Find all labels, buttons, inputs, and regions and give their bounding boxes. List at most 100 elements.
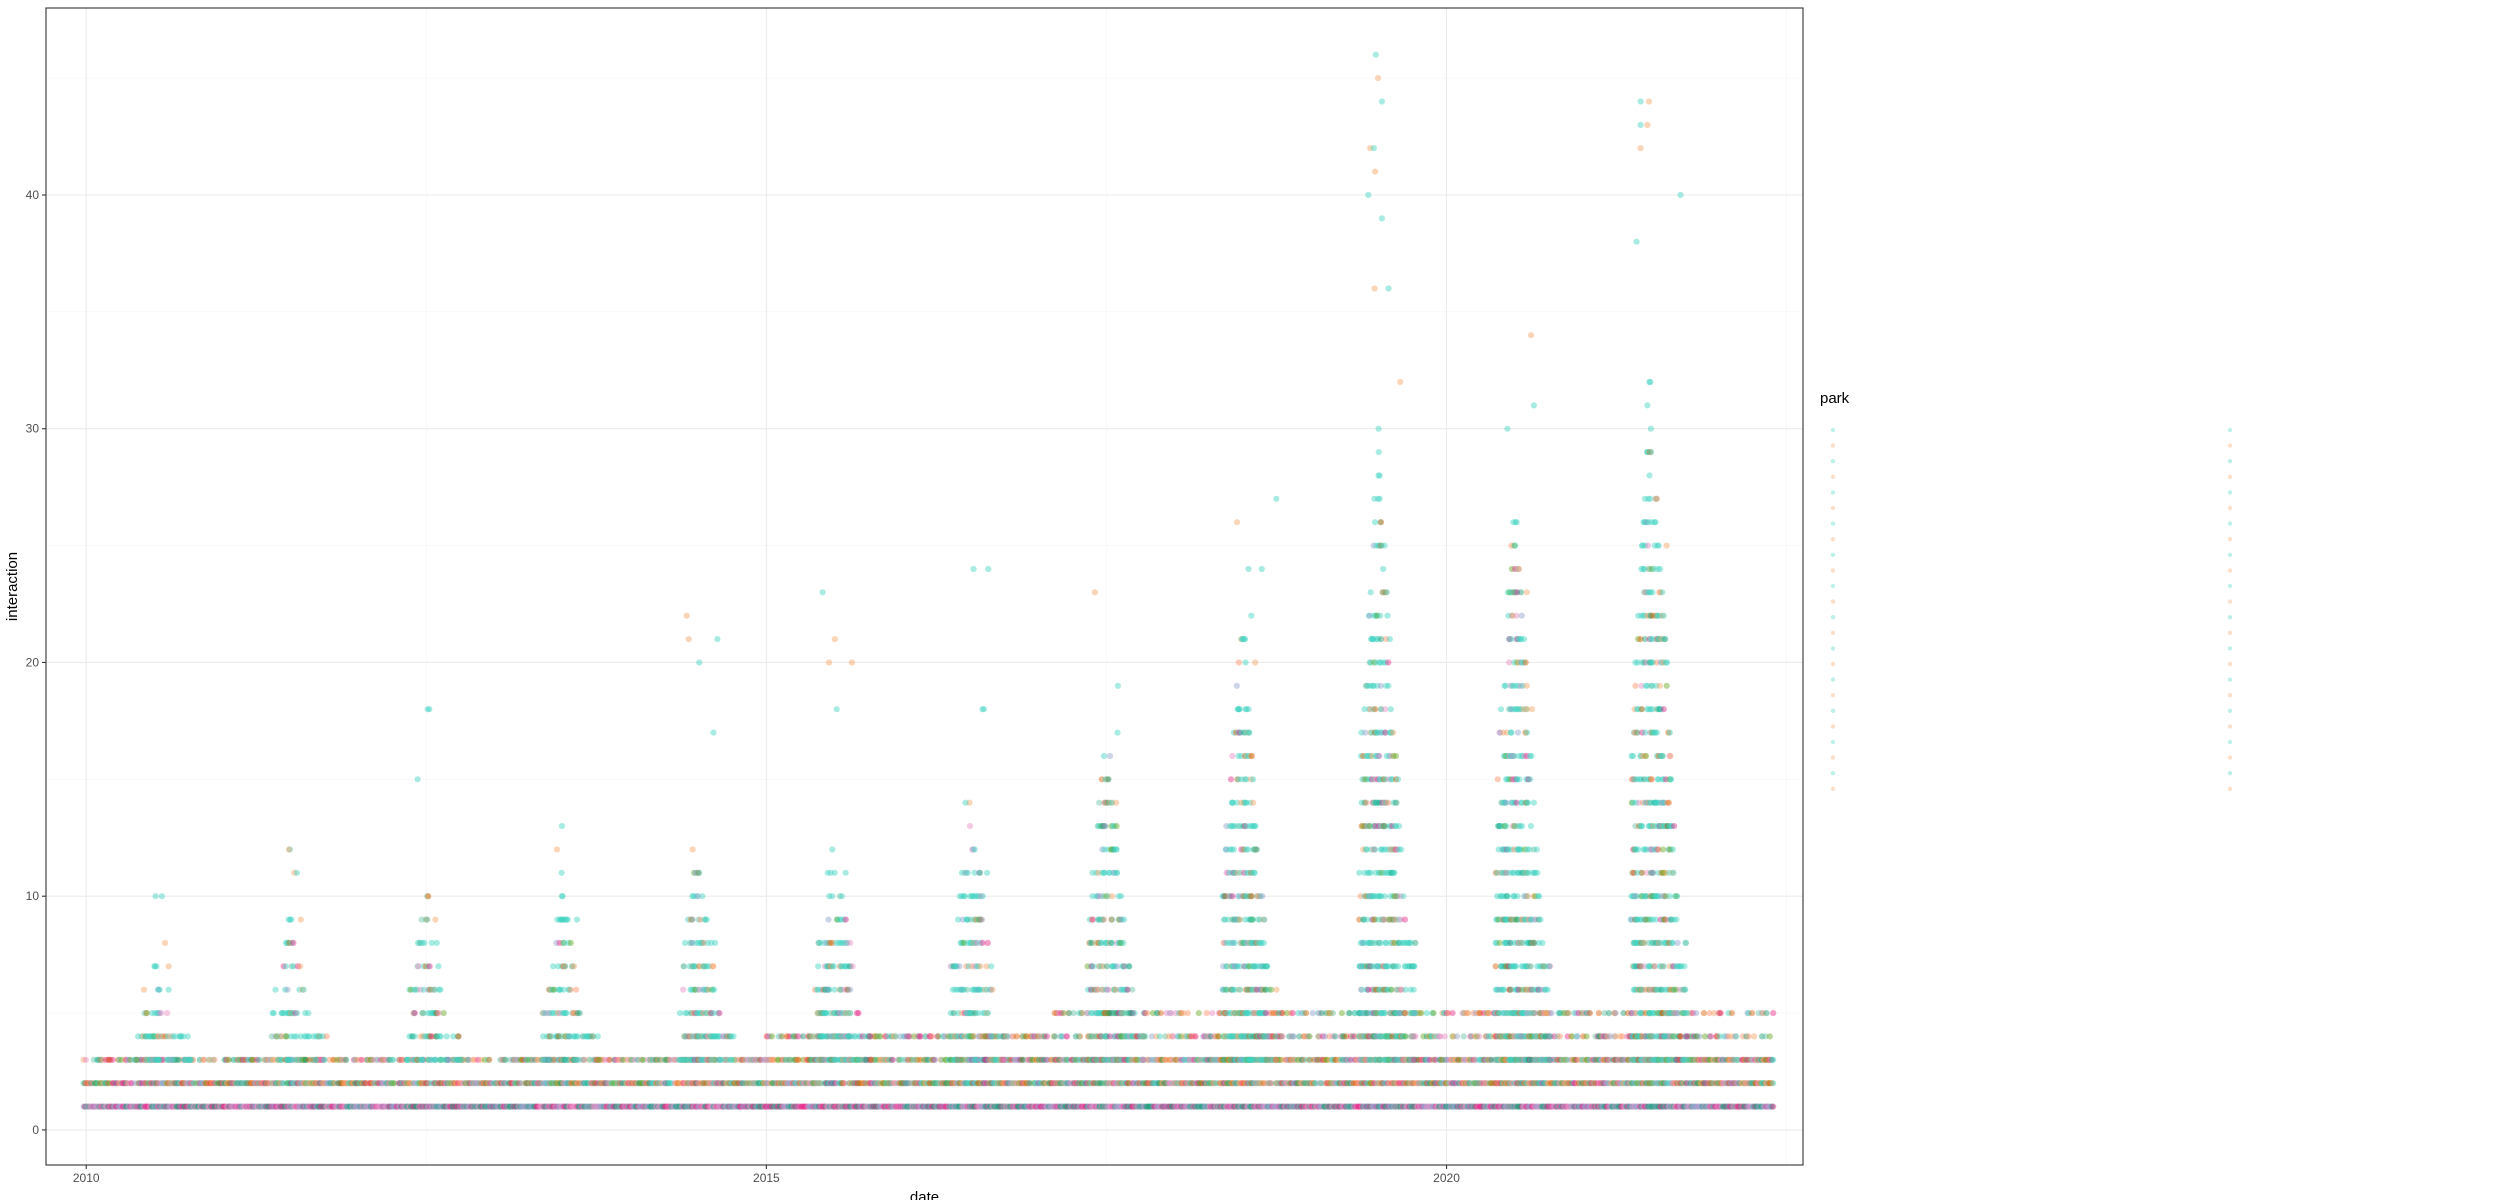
data-point [181,1080,188,1087]
data-point [123,1080,130,1087]
data-point [127,1056,134,1063]
data-point [173,1056,180,1063]
data-point [93,1080,101,1087]
data-point [127,1080,134,1087]
data-point [95,1103,102,1110]
data-point [135,1080,142,1087]
data-point [185,1080,192,1087]
data-point [1707,1033,1714,1040]
data-point [297,963,304,970]
data-point [171,1056,178,1063]
data-point [140,1103,148,1110]
data-point [1465,1010,1472,1017]
data-point [176,1103,183,1110]
data-point [147,1103,154,1110]
data-point [932,1056,939,1063]
data-point [101,1080,108,1087]
data-point [1279,1033,1286,1040]
data-point [183,1103,190,1110]
data-point [432,916,439,923]
data-point [1329,1010,1336,1017]
data-point [573,916,581,923]
data-point [1203,1010,1210,1017]
data-point [195,1080,202,1087]
data-point [182,1080,189,1087]
data-point [1460,1033,1467,1040]
data-point [89,1080,96,1087]
data-point [1556,1033,1563,1040]
data-point [1574,1033,1581,1040]
data-point [93,1056,101,1063]
data-point [181,1056,188,1063]
data-point [1290,1033,1297,1040]
data-point [1453,1033,1461,1040]
data-point [1612,1010,1619,1017]
data-point [180,1080,187,1087]
data-point [285,846,293,853]
data-point [137,1080,144,1087]
data-point [177,1056,184,1063]
data-point [158,1010,165,1017]
data-point [163,1080,170,1087]
data-point [153,963,160,970]
data-point [144,1103,151,1110]
data-point [576,1010,583,1017]
data-point [1303,1010,1310,1017]
data-point [81,1080,88,1087]
data-point [80,1103,87,1110]
data-point [121,1056,129,1063]
data-point [443,1033,450,1040]
data-point [153,1103,160,1110]
data-point [129,1103,136,1110]
data-point [158,1103,165,1110]
data-point [168,1080,175,1087]
data-point [80,1056,87,1063]
data-point [150,1080,158,1087]
data-point [163,1056,170,1063]
data-point [567,939,574,947]
data-point [256,1056,263,1063]
data-point [152,1056,159,1063]
data-point [112,1103,120,1110]
data-point [158,1080,165,1087]
data-point [124,1080,131,1087]
data-point [171,1103,178,1110]
data-point [80,1080,87,1087]
data-point [1449,1010,1456,1017]
data-point [567,986,574,993]
data-point [559,893,566,900]
data-point [143,1103,150,1110]
data-point [188,1080,196,1087]
data-point [142,1103,149,1110]
data-point [1332,1033,1339,1040]
data-point [97,1080,104,1087]
data-point [152,1103,159,1110]
data-point [185,1056,192,1063]
data-point [147,1056,154,1063]
data-point [81,1103,88,1110]
data-point [190,1080,197,1087]
data-point [125,1056,132,1063]
data-point [131,1080,139,1087]
data-point [211,1056,218,1063]
data-point [115,1103,122,1110]
data-point [182,1056,189,1063]
data-point [82,1056,89,1063]
data-point [178,1080,186,1087]
data-point [137,1103,144,1110]
data-point [689,916,696,923]
data-point [134,1056,141,1063]
data-point [165,1103,172,1110]
data-point [102,1103,110,1110]
data-point [126,1056,133,1063]
data-point [421,939,428,947]
data-point [172,1080,179,1087]
data-point [125,1080,132,1087]
data-point [155,1080,162,1087]
data-point [564,1056,571,1063]
data-point [121,1080,129,1087]
data-point [143,1010,150,1017]
data-point [435,963,442,970]
data-point [156,1056,163,1063]
data-point [164,1010,171,1017]
